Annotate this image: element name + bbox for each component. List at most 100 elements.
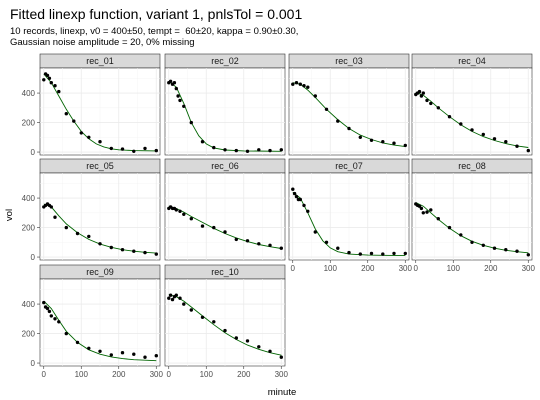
data-point-rec-10 (245, 339, 250, 343)
data-point-rec-02 (279, 148, 283, 152)
strip-label-rec-02: rec_02 (211, 56, 239, 66)
data-point-rec-08 (470, 240, 474, 244)
data-point-rec-09 (143, 355, 147, 359)
data-point-rec-10 (212, 320, 216, 324)
data-point-rec-08 (421, 211, 425, 215)
chart-subtitle: 10 records, linexp, v0 = 400±50, tempt =… (10, 26, 298, 48)
data-point-rec-10 (178, 296, 182, 300)
data-point-rec-01 (132, 149, 136, 153)
data-point-rec-05 (109, 245, 114, 250)
data-point-rec-07 (358, 252, 362, 256)
data-point-rec-02 (268, 148, 272, 153)
data-point-rec-05 (143, 250, 147, 255)
data-point-rec-02 (176, 94, 180, 98)
x-tick-label: 300 (275, 370, 289, 379)
data-point-rec-07 (292, 191, 297, 196)
data-point-rec-03 (302, 84, 306, 88)
data-point-rec-04 (447, 115, 452, 119)
data-point-rec-03 (291, 82, 295, 86)
x-tick-label: 0 (167, 370, 172, 379)
data-point-rec-03 (358, 135, 362, 139)
data-point-rec-02 (212, 145, 216, 150)
data-point-rec-10 (234, 336, 238, 340)
data-point-rec-09 (64, 331, 69, 336)
data-point-rec-06 (257, 242, 261, 246)
data-point-rec-05 (132, 249, 136, 253)
y-tick-label: 0 (31, 148, 36, 157)
data-point-rec-05 (154, 252, 158, 256)
data-point-rec-06 (182, 212, 186, 216)
data-point-rec-10 (189, 308, 193, 312)
x-tick-label: 300 (399, 264, 413, 273)
x-tick-label: 200 (112, 370, 126, 379)
data-point-rec-02 (182, 104, 186, 109)
data-point-rec-09 (132, 352, 136, 356)
x-tick-label: 100 (200, 370, 214, 379)
y-tick-label: 400 (22, 300, 36, 309)
data-point-rec-02 (168, 79, 173, 84)
strip-label-rec-04: rec_04 (458, 56, 486, 66)
data-point-rec-02 (178, 98, 182, 103)
strip-label-rec-01: rec_01 (86, 56, 114, 66)
data-point-rec-04 (470, 128, 474, 132)
data-point-rec-05 (98, 242, 102, 246)
data-point-rec-07 (298, 197, 302, 202)
data-point-rec-07 (294, 194, 299, 199)
data-point-rec-06 (268, 243, 272, 247)
data-point-rec-09 (57, 320, 61, 324)
data-point-rec-07 (392, 251, 396, 256)
strip-label-rec-09: rec_09 (86, 267, 114, 277)
data-point-rec-05 (64, 225, 69, 230)
data-point-rec-08 (447, 225, 452, 230)
data-point-rec-01 (143, 146, 147, 151)
x-axis-title: minute (268, 387, 297, 398)
data-point-rec-08 (429, 208, 433, 212)
data-point-rec-10 (170, 297, 175, 302)
chart-title: Fitted linexp function, variant 1, pnlsT… (10, 6, 303, 22)
data-point-rec-09 (154, 354, 158, 358)
strip-label-rec-03: rec_03 (335, 56, 363, 66)
data-point-rec-01 (64, 112, 69, 116)
data-point-rec-02 (172, 81, 177, 85)
data-point-rec-06 (178, 209, 182, 213)
x-tick-label: 0 (414, 264, 419, 273)
subtitle-line-1: 10 records, linexp, v0 = 400±50, tempt =… (10, 26, 299, 37)
strip-label-rec-08: rec_08 (458, 161, 486, 171)
data-point-rec-08 (526, 253, 530, 257)
data-point-rec-04 (429, 101, 433, 106)
data-point-rec-07 (381, 252, 385, 256)
data-point-rec-07 (369, 251, 374, 256)
fit-line-rec-09 (43, 300, 157, 362)
data-point-rec-04 (417, 89, 422, 94)
data-point-rec-06 (223, 230, 227, 234)
data-point-rec-01 (53, 84, 57, 88)
x-tick-label: 100 (324, 264, 338, 273)
fit-line-rec-04 (415, 91, 529, 148)
strip-label-rec-10: rec_10 (211, 267, 239, 277)
data-point-rec-10 (167, 296, 171, 300)
data-point-rec-08 (481, 243, 485, 247)
data-point-rec-05 (75, 231, 80, 236)
fit-line-rec-06 (168, 205, 282, 249)
data-point-rec-04 (504, 140, 508, 144)
data-point-rec-09 (98, 349, 102, 353)
fit-line-rec-02 (168, 80, 282, 152)
data-point-rec-04 (459, 122, 463, 126)
data-point-rec-01 (87, 135, 91, 139)
data-point-rec-03 (403, 143, 407, 148)
data-point-rec-03 (347, 126, 351, 131)
data-point-rec-01 (45, 73, 50, 78)
data-point-rec-10 (182, 302, 186, 306)
fit-line-rec-05 (43, 203, 157, 254)
data-point-rec-10 (200, 315, 205, 319)
data-point-rec-10 (257, 345, 261, 349)
x-tick-label: 0 (42, 370, 47, 379)
data-point-rec-02 (234, 148, 238, 153)
data-point-rec-01 (79, 131, 84, 135)
data-point-rec-10 (174, 293, 178, 297)
data-point-rec-06 (189, 217, 193, 221)
data-point-rec-08 (436, 217, 440, 221)
data-point-rec-07 (403, 251, 407, 256)
